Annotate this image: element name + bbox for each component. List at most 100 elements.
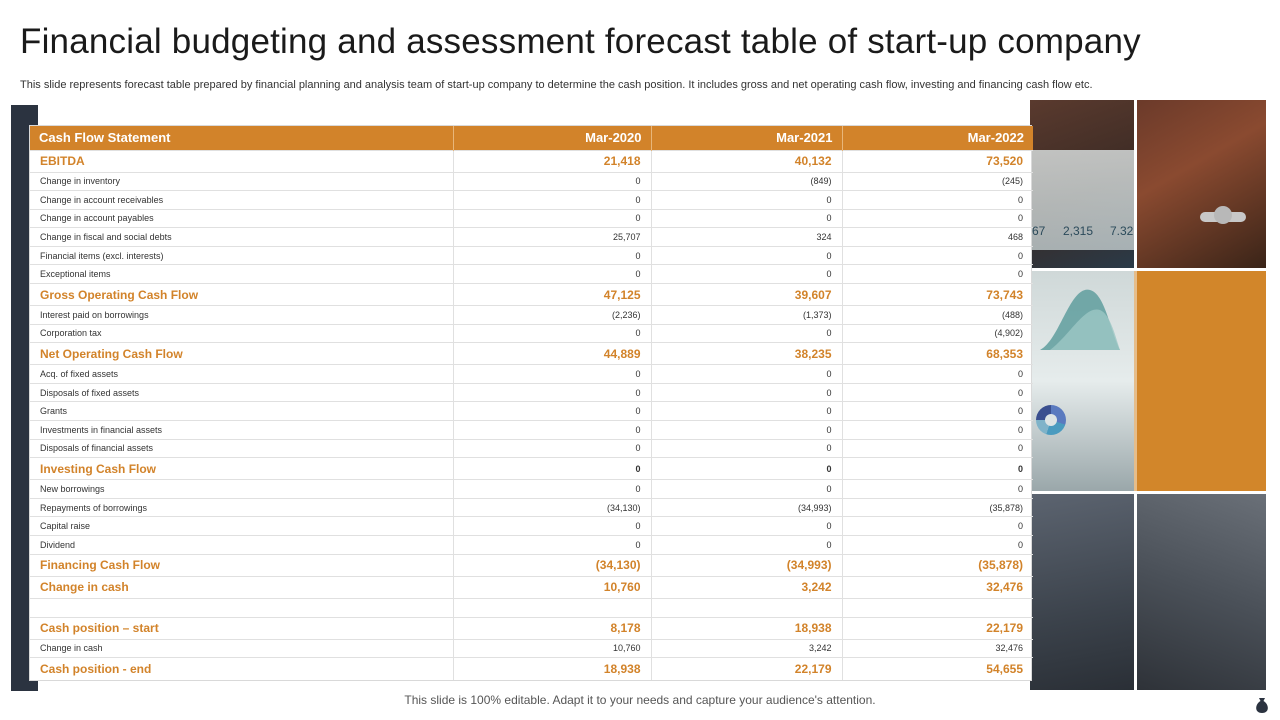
table-row: Disposals of fixed assets 0 0 0 (30, 382, 1033, 402)
row-label: Change in account receivables (30, 190, 454, 210)
row-value: 0 (651, 535, 843, 555)
table-row: Financial items (excl. interests) 0 0 0 (30, 245, 1033, 265)
row-value: 0 (651, 382, 843, 402)
row-value: (34,993) (651, 553, 843, 577)
row-value (651, 597, 843, 618)
table-row: Capital raise 0 0 0 (30, 516, 1033, 536)
row-value: 0 (651, 516, 843, 536)
row-value: 0 (842, 245, 1033, 265)
row-value: 0 (453, 171, 652, 191)
table-row: Corporation tax 0 0 (4,902) (30, 323, 1033, 343)
row-value: (34,130) (453, 553, 652, 577)
table-row: Change in account receivables 0 0 0 (30, 190, 1033, 210)
row-value: 0 (453, 516, 652, 536)
laptop-screen (1030, 150, 1134, 250)
photo-tile-dark (1137, 494, 1266, 690)
row-value: (35,878) (842, 497, 1033, 517)
row-value: 0 (651, 190, 843, 210)
row-value: 0 (842, 438, 1033, 458)
row-value: 0 (651, 479, 843, 499)
row-label: Gross Operating Cash Flow (30, 283, 454, 306)
row-label: Interest paid on borrowings (30, 305, 454, 325)
table-row: Net Operating Cash Flow 44,889 38,235 68,35… (30, 342, 1033, 365)
table-row: Cash position – start 8,178 18,938 22,179 (30, 616, 1033, 640)
row-value: 40,132 (651, 149, 843, 172)
row-value: 73,743 (842, 283, 1033, 306)
row-value: (1,373) (651, 305, 843, 325)
table-row: Change in cash 10,760 3,242 32,476 (30, 575, 1033, 599)
row-value: (245) (842, 171, 1033, 191)
table-row: Change in inventory 0 (849) (245) (30, 171, 1033, 191)
cash-flow-table: Cash Flow Statement Mar-2020 Mar-2021 Ma… (29, 125, 1033, 681)
row-value: 0 (453, 245, 652, 265)
row-label: Change in inventory (30, 171, 454, 191)
table-row: Disposals of financial assets 0 0 0 (30, 438, 1033, 458)
row-value: 0 (842, 457, 1033, 480)
screen-number: 2,315 (1063, 224, 1094, 238)
row-value: 39,607 (651, 283, 843, 306)
row-value: 0 (453, 190, 652, 210)
row-label: Change in cash (30, 575, 454, 599)
row-label: Investing Cash Flow (30, 457, 454, 480)
row-value: 0 (453, 535, 652, 555)
table-row: Financing Cash Flow (34,130) (34,993) (35,8… (30, 553, 1033, 577)
footer-note: This slide is 100% editable. Adapt it to… (404, 693, 876, 707)
table-row: Investments in financial assets 0 0 0 (30, 420, 1033, 440)
row-value: 0 (842, 208, 1033, 228)
screen-number: 7.32 (1110, 224, 1134, 238)
row-label: Disposals of fixed assets (30, 382, 454, 402)
row-label: Cash position – start (30, 616, 454, 640)
slide-subtitle: This slide represents forecast table pre… (20, 79, 1093, 91)
row-label (30, 597, 454, 618)
row-label: Acq. of fixed assets (30, 364, 454, 384)
row-label: EBITDA (30, 149, 454, 172)
row-value: 0 (651, 420, 843, 440)
row-value: 0 (651, 323, 843, 343)
row-value: 0 (453, 438, 652, 458)
row-value: 47,125 (453, 283, 652, 306)
row-value: (35,878) (842, 553, 1033, 577)
table-row: Interest paid on borrowings (2,236) (1,373… (30, 305, 1033, 325)
row-value: 0 (453, 457, 652, 480)
row-value: 21,418 (453, 149, 652, 172)
dashboard-donut-chart (1036, 405, 1066, 435)
row-value: 0 (453, 401, 652, 421)
row-label: Change in fiscal and social debts (30, 227, 454, 247)
row-value: 44,889 (453, 342, 652, 365)
row-label: Exceptional items (30, 264, 454, 284)
row-value: 18,938 (651, 616, 843, 640)
dashboard-wave-chart (1040, 289, 1120, 350)
table-row: New borrowings 0 0 0 (30, 479, 1033, 499)
table-row: Acq. of fixed assets 0 0 0 (30, 364, 1033, 384)
header-mar-2022: Mar-2022 (842, 126, 1033, 150)
row-value: (2,236) (453, 305, 652, 325)
row-label: Grants (30, 401, 454, 421)
row-value: 8,178 (453, 616, 652, 640)
header-mar-2021: Mar-2021 (651, 126, 843, 150)
row-value: 10,760 (453, 638, 652, 658)
row-value: (488) (842, 305, 1033, 325)
row-label: Investments in financial assets (30, 420, 454, 440)
row-value: 0 (842, 401, 1033, 421)
photo-tile-keyboard (1030, 494, 1134, 690)
table-header-row: Cash Flow Statement Mar-2020 Mar-2021 Ma… (30, 126, 1033, 150)
row-value: (34,993) (651, 497, 843, 517)
row-value: 32,476 (842, 575, 1033, 599)
row-value: 0 (842, 535, 1033, 555)
row-label: Net Operating Cash Flow (30, 342, 454, 365)
row-value: 0 (842, 364, 1033, 384)
row-label: Cash position - end (30, 657, 454, 680)
table-row: Change in cash 10,760 3,242 32,476 (30, 638, 1033, 658)
row-value: 25,707 (453, 227, 652, 247)
row-value: 0 (651, 245, 843, 265)
row-value: 38,235 (651, 342, 843, 365)
table-row: Change in account payables 0 0 0 (30, 208, 1033, 228)
row-value: (34,130) (453, 497, 652, 517)
table-row: Exceptional items 0 0 0 (30, 264, 1033, 284)
table-row: Investing Cash Flow 0 0 0 (30, 457, 1033, 480)
row-value (842, 597, 1033, 618)
row-value: 0 (842, 382, 1033, 402)
header-cash-flow-statement: Cash Flow Statement (30, 126, 454, 150)
row-value: 22,179 (651, 657, 843, 680)
row-value: 0 (842, 264, 1033, 284)
